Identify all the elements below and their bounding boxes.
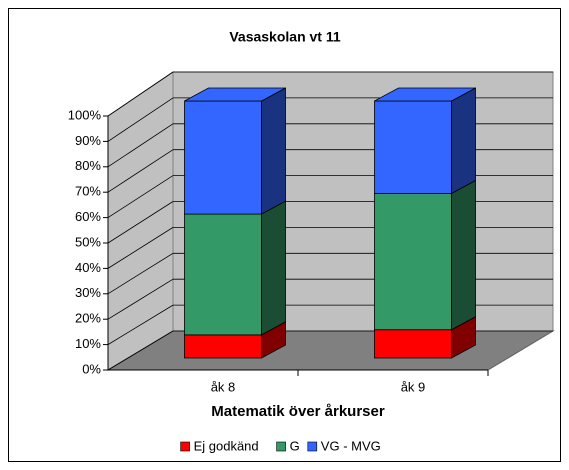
bar [374, 100, 452, 194]
legend-label: VG - MVG [321, 438, 381, 453]
grid-line [107, 149, 174, 193]
bar [374, 329, 452, 359]
legend-swatch [307, 441, 318, 452]
bar [184, 213, 262, 336]
bar-top [184, 87, 286, 102]
bar [184, 334, 262, 359]
grid-line [107, 304, 174, 345]
y-tick-label: 70% [75, 184, 101, 199]
y-tick-label: 30% [75, 285, 101, 300]
grid-line [107, 252, 174, 295]
y-tick-label: 100% [68, 107, 102, 122]
floor [106, 330, 555, 371]
y-tick-label: 80% [75, 158, 101, 173]
grid-line [107, 123, 174, 168]
y-tick-label: 60% [75, 209, 101, 224]
grid-line [107, 227, 174, 269]
bar-side [451, 179, 476, 331]
bar-side [261, 200, 286, 336]
grid-line [107, 330, 174, 371]
grid-line [107, 71, 174, 117]
y-tick-label: 50% [75, 234, 101, 249]
bar [184, 100, 262, 215]
y-tick-label: 90% [75, 133, 101, 148]
y-tick-label: 0% [82, 361, 101, 376]
bar-side [451, 87, 476, 195]
legend-label: G [290, 438, 300, 453]
legend-swatch [276, 441, 286, 452]
chart-title: Vasaskolan vt 11 [229, 29, 341, 45]
legend-label: Ej godkänd [194, 438, 259, 453]
grid-line [107, 175, 174, 218]
x-axis-title: Matematik över årkurser [211, 403, 385, 420]
x-tick-label: åk 8 [211, 379, 236, 394]
grid-line [107, 97, 174, 142]
legend-swatch [180, 441, 190, 452]
bar [374, 193, 452, 331]
grid-line [107, 278, 174, 320]
y-tick-label: 10% [75, 336, 101, 351]
bar-side [261, 87, 286, 215]
y-tick-label: 40% [75, 260, 101, 275]
grid-line [107, 201, 174, 244]
x-tick-label: åk 9 [401, 379, 426, 394]
y-tick-label: 20% [75, 311, 101, 326]
bar-top [374, 87, 476, 102]
